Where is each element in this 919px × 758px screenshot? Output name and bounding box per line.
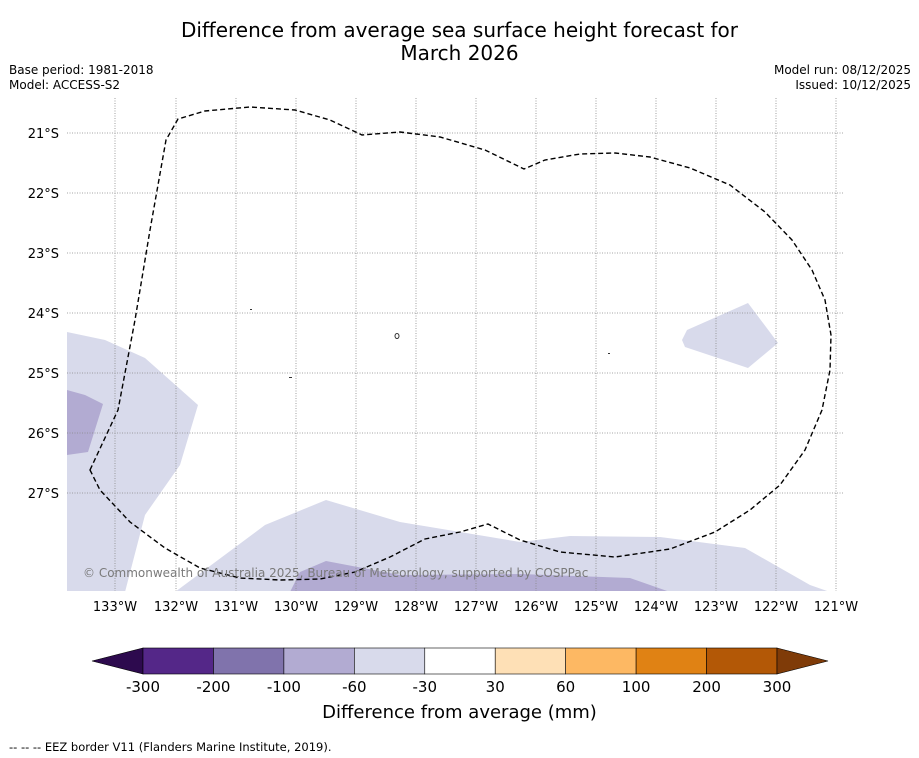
colorbar-tick-label: 30 (486, 678, 505, 696)
lat-label: 22°S (28, 187, 59, 202)
lat-label: 21°S (28, 127, 59, 142)
colorbar-cell (213, 647, 285, 675)
colorbar-cell (283, 647, 355, 675)
colorbar-tick-label: -200 (196, 678, 230, 696)
copyright-watermark: © Commonwealth of Australia 2025, Bureau… (83, 566, 588, 580)
colorbar-cell (354, 647, 426, 675)
lat-label: 24°S (28, 307, 59, 322)
eez-border (89, 106, 832, 581)
title-line-1: Difference from average sea surface heig… (180, 18, 739, 42)
lon-label: 126°W (514, 600, 558, 615)
colorbar-tick-label: 300 (763, 678, 792, 696)
lat-labels: 21°S 22°S 23°S 24°S 25°S 26°S 27°S (28, 127, 59, 502)
lat-label: 27°S (28, 487, 59, 502)
lon-label: 122°W (754, 600, 798, 615)
anomaly-field (67, 303, 828, 591)
issued-date: Issued: 10/12/2025 (795, 78, 911, 92)
gridlines (67, 98, 843, 591)
lat-label: 26°S (28, 427, 59, 442)
lon-label: 129°W (334, 600, 378, 615)
lon-label: 125°W (574, 600, 618, 615)
colorbar-label: Difference from average (mm) (322, 702, 597, 723)
colorbar-cell (424, 647, 496, 675)
island-1 (250, 309, 252, 310)
colorbar-cell (635, 647, 707, 675)
anomaly-core-west (67, 390, 103, 455)
colorbar-extend-high (776, 647, 829, 675)
page-title: Difference from average sea surface heig… (0, 19, 919, 65)
colorbar: -300 -200 -100 -60 -30 30 60 100 200 300 (91, 647, 829, 696)
islands (250, 309, 610, 378)
lon-label: 133°W (93, 600, 137, 615)
lon-label: 131°W (214, 600, 258, 615)
meta-left: Base period: 1981-2018 Model: ACCESS-S2 (9, 63, 154, 93)
lon-label: 124°W (634, 600, 678, 615)
footnote: -- -- -- EEZ border V11 (Flanders Marine… (9, 740, 332, 754)
lon-label: 127°W (454, 600, 498, 615)
lon-label: 121°W (814, 600, 858, 615)
lat-label: 25°S (28, 367, 59, 382)
colorbar-extend-low (91, 647, 144, 675)
lon-label: 123°W (694, 600, 738, 615)
colorbar-cells (91, 647, 829, 675)
anomaly-region-west (67, 332, 198, 591)
colorbar-cell (494, 647, 566, 675)
map-panel: 21°S 22°S 23°S 24°S 25°S 26°S 27°S 133°W… (28, 98, 858, 615)
colorbar-tick-label: -30 (413, 678, 438, 696)
lon-label: 132°W (154, 600, 198, 615)
colorbar-tick-label: 60 (556, 678, 575, 696)
island-2 (394, 333, 400, 339)
model-run: Model run: 08/12/2025 (773, 63, 911, 77)
colorbar-tick-label: 200 (692, 678, 721, 696)
lon-label: 128°W (394, 600, 438, 615)
colorbar-ticks: -300 -200 -100 -60 -30 30 60 100 200 300 (126, 678, 791, 696)
colorbar-tick-label: -60 (342, 678, 367, 696)
model-name: Model: ACCESS-S2 (9, 78, 121, 92)
base-period: Base period: 1981-2018 (9, 63, 154, 77)
island-4 (608, 353, 610, 354)
colorbar-tick-label: -100 (267, 678, 301, 696)
anomaly-core-south (290, 561, 668, 591)
title-line-2: March 2026 (400, 41, 519, 65)
colorbar-tick-label: 100 (622, 678, 651, 696)
lon-labels: 133°W 132°W 131°W 130°W 129°W 128°W 127°… (93, 600, 858, 615)
island-3 (289, 377, 292, 378)
meta-right: Model run: 08/12/2025 Issued: 10/12/2025 (774, 63, 911, 93)
colorbar-cell (706, 647, 778, 675)
colorbar-cell (142, 647, 214, 675)
colorbar-cell (565, 647, 637, 675)
anomaly-region-east (682, 303, 778, 368)
lon-label: 130°W (274, 600, 318, 615)
colorbar-tick-label: -300 (126, 678, 160, 696)
lat-label: 23°S (28, 247, 59, 262)
